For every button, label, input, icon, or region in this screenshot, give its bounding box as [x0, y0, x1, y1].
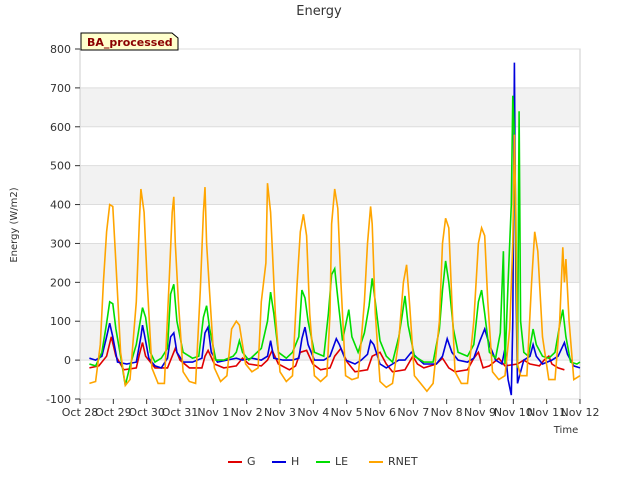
x-tick-label: Nov 3 [264, 406, 296, 419]
badge-label: BA_processed [87, 36, 173, 49]
x-tick-label: Nov 12 [561, 406, 600, 419]
x-tick-label: Nov 5 [331, 406, 363, 419]
y-axis-ticks: -100 0 100 200 300 400 500 600 700 800 [46, 43, 80, 406]
badge-box [80, 32, 179, 51]
legend-label-h: H [291, 455, 299, 468]
y-tick-label: 100 [50, 315, 71, 328]
legend-label-g: G [247, 455, 256, 468]
x-tick-label: Nov 6 [364, 406, 396, 419]
series-line-rnet [89, 134, 581, 393]
x-tick-label: Nov 11 [527, 406, 566, 419]
series-line-h [89, 62, 581, 396]
plot-band [80, 126, 580, 166]
y-tick-label: 800 [50, 43, 71, 56]
x-tick-label: Oct 30 [128, 406, 165, 419]
legend: G H LE RNET [228, 455, 418, 468]
legend-label-rnet: RNET [388, 455, 418, 468]
y-tick-label: 200 [50, 276, 71, 289]
y-tick-label: 300 [50, 237, 71, 250]
series-layer [89, 62, 581, 396]
series-line-le [89, 95, 581, 386]
legend-label-le: LE [335, 455, 348, 468]
x-tick-label: Nov 9 [464, 406, 496, 419]
x-tick-label: Nov 8 [431, 406, 463, 419]
plot-band [80, 49, 580, 88]
y-tick-label: 600 [50, 121, 71, 134]
x-tick-label: Oct 28 [62, 406, 99, 419]
y-axis-label: Energy (W/m2) [9, 187, 20, 262]
x-tick-label: Oct 31 [162, 406, 199, 419]
plot-band [80, 87, 580, 127]
x-tick-label: Nov 7 [397, 406, 429, 419]
x-tick-label: Nov 2 [231, 406, 263, 419]
badge: BA_processed [80, 32, 179, 51]
plot-band [80, 165, 580, 205]
series-line-g [89, 336, 565, 373]
y-tick-label: 0 [64, 354, 71, 367]
x-tick-label: Oct 29 [95, 406, 132, 419]
plot-band [80, 204, 580, 244]
y-tick-label: -100 [46, 393, 71, 406]
x-tick-label: Nov 1 [197, 406, 229, 419]
x-tick-label: Nov 4 [297, 406, 329, 419]
y-tick-label: 400 [50, 199, 71, 212]
plot-background-bands [80, 49, 580, 399]
x-axis-label: Time [553, 425, 578, 436]
y-tick-label: 700 [50, 82, 71, 95]
y-tick-label: 500 [50, 160, 71, 173]
chart-title: Energy [296, 4, 342, 19]
x-tick-label: Nov 10 [494, 406, 533, 419]
